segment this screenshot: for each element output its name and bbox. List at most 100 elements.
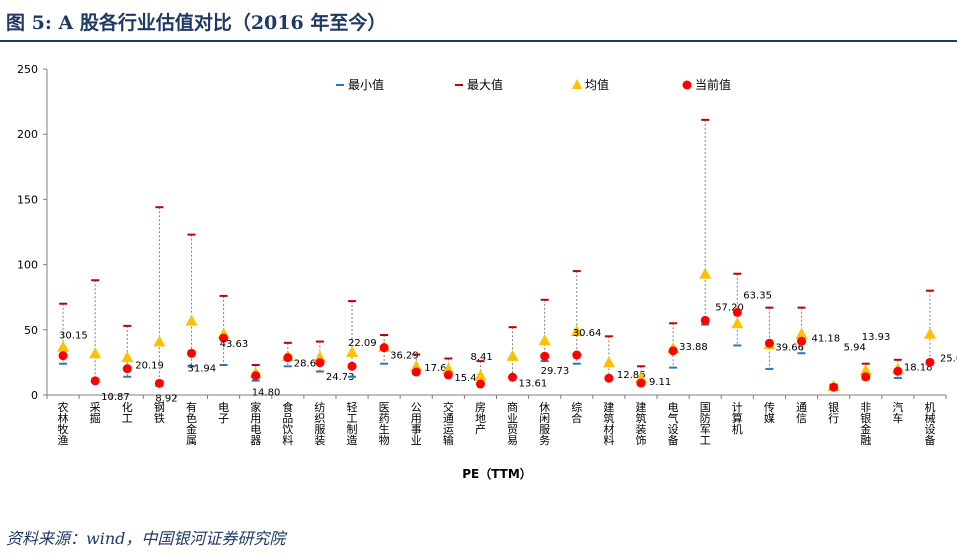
y-tick-label: 50 xyxy=(24,324,38,337)
current-marker xyxy=(732,307,742,317)
mean-marker xyxy=(153,335,166,347)
data-label: 30.64 xyxy=(573,328,602,339)
current-marker xyxy=(797,336,807,346)
mean-marker xyxy=(570,325,583,337)
current-marker xyxy=(154,378,164,388)
data-label: 10.87 xyxy=(101,392,130,403)
current-marker xyxy=(186,348,196,358)
current-marker xyxy=(219,333,229,343)
data-label: 30.15 xyxy=(59,331,88,342)
data-label: 31.94 xyxy=(187,363,216,374)
mean-marker xyxy=(506,349,519,361)
category-label: 采掘 xyxy=(90,401,101,425)
current-marker xyxy=(829,382,839,392)
category-label: 食品饮料 xyxy=(282,400,293,447)
data-label: 20.19 xyxy=(135,361,164,372)
figure-title: 图 5: A 股各行业估值对比（2016 年至今） xyxy=(6,12,387,34)
current-marker xyxy=(251,371,261,381)
data-label: 33.88 xyxy=(679,342,708,353)
mean-marker xyxy=(602,356,615,368)
current-marker xyxy=(475,379,485,389)
data-label: 13.93 xyxy=(862,332,891,343)
data-label: 17.6 xyxy=(424,363,446,374)
data-label: 36.29 xyxy=(390,351,419,362)
current-marker xyxy=(508,372,518,382)
mean-marker xyxy=(410,360,423,372)
category-label: 计算机 xyxy=(732,401,743,436)
data-label: 15.42 xyxy=(454,373,483,384)
category-label: 汽车 xyxy=(892,400,903,425)
category-label: 有色金属 xyxy=(186,400,197,447)
current-marker xyxy=(925,357,935,367)
category-label: 医药生物 xyxy=(379,401,390,447)
category-label: 综合 xyxy=(571,400,582,425)
category-label: 银行 xyxy=(828,400,839,425)
data-label: 39.66 xyxy=(775,342,804,353)
current-marker xyxy=(636,378,646,388)
category-label: 非银金融 xyxy=(860,401,871,447)
category-label: 通信 xyxy=(796,401,807,425)
category-label: 休闲服务 xyxy=(539,401,550,447)
data-label: 14.80 xyxy=(252,388,281,399)
y-tick-label: 200 xyxy=(17,128,38,141)
mean-marker xyxy=(346,345,359,357)
data-label: 9.11 xyxy=(649,377,671,388)
current-marker xyxy=(572,350,582,360)
current-marker xyxy=(668,346,678,356)
data-label: 8.41 xyxy=(470,352,492,363)
category-label: 国防军工 xyxy=(700,401,711,447)
data-label: 24.73 xyxy=(326,372,355,383)
data-label: 13.61 xyxy=(519,378,548,389)
legend-dot-marker xyxy=(682,80,692,90)
mean-marker xyxy=(121,351,134,363)
legend-label: 最小值 xyxy=(348,77,384,92)
current-marker xyxy=(58,351,68,361)
current-marker xyxy=(861,372,871,382)
current-marker xyxy=(283,353,293,363)
data-label: 57.20 xyxy=(715,302,744,313)
category-label: 电气设备 xyxy=(668,401,679,447)
mean-marker xyxy=(731,317,744,329)
category-label: 家用电器 xyxy=(250,400,261,447)
legend-label: 最大值 xyxy=(467,77,503,92)
data-label: 41.18 xyxy=(812,333,841,344)
category-label: 化工 xyxy=(122,400,133,425)
y-tick-label: 150 xyxy=(17,193,38,206)
category-label: 公用事业 xyxy=(411,401,422,447)
mean-marker xyxy=(185,314,198,326)
x-axis-title: PE（TTM） xyxy=(462,466,532,481)
current-marker xyxy=(893,366,903,376)
data-label: 12.86 xyxy=(617,370,646,381)
y-tick-label: 250 xyxy=(17,63,38,76)
legend-triangle-marker xyxy=(572,79,582,89)
current-marker xyxy=(764,338,774,348)
data-label: 63.35 xyxy=(743,290,772,301)
category-label: 轻工制造 xyxy=(347,400,358,447)
y-tick-label: 100 xyxy=(17,259,38,272)
current-marker xyxy=(604,373,614,383)
mean-marker xyxy=(89,347,102,359)
current-marker xyxy=(315,358,325,368)
category-label: 机械设备 xyxy=(924,400,935,447)
category-label: 房地产 xyxy=(475,401,486,436)
y-tick-label: 0 xyxy=(31,389,38,402)
current-marker xyxy=(379,343,389,353)
category-label: 农林牧渔 xyxy=(58,400,69,447)
data-label: 43.63 xyxy=(220,339,249,350)
data-label: 8.92 xyxy=(155,393,177,404)
mean-marker xyxy=(57,340,70,352)
data-label: 18.18 xyxy=(904,362,933,373)
legend-label: 当前值 xyxy=(695,77,731,92)
current-marker xyxy=(700,315,710,325)
current-marker xyxy=(90,376,100,386)
current-marker xyxy=(122,364,132,374)
legend-label: 均值 xyxy=(585,77,609,92)
current-marker xyxy=(540,351,550,361)
category-label: 交通运输 xyxy=(443,400,454,447)
data-label: 5.94 xyxy=(844,342,866,353)
category-label: 建筑装饰 xyxy=(635,400,646,447)
mean-marker xyxy=(474,369,487,381)
data-label: 28.64 xyxy=(294,359,323,370)
mean-marker xyxy=(442,362,455,374)
